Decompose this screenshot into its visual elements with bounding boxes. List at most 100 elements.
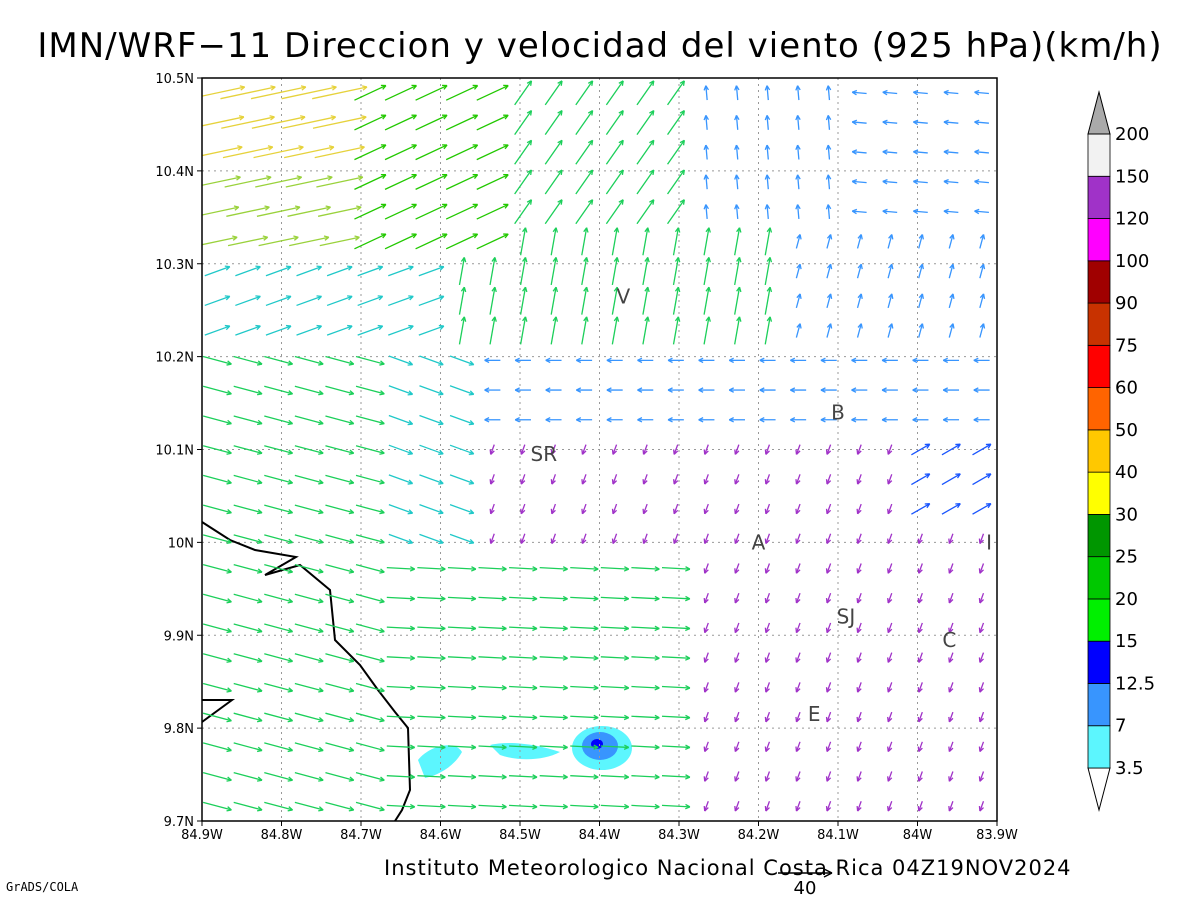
wind-vector [544, 199, 563, 225]
wind-vector [887, 444, 893, 455]
wind-vector [514, 169, 533, 195]
wind-vector [661, 655, 691, 661]
wind-vector [545, 387, 562, 393]
wind-vector [790, 357, 807, 364]
wind-vector [636, 169, 655, 195]
wind-vector [221, 115, 275, 129]
wind-vector [764, 174, 771, 190]
wind-vector [887, 622, 893, 634]
wind-vector [917, 801, 923, 812]
wind-vector [281, 85, 337, 100]
wind-vector [948, 533, 954, 545]
shade-strong [591, 739, 603, 749]
wind-vector [539, 744, 568, 750]
colorbar-box [1087, 218, 1111, 262]
wind-vector [419, 504, 444, 515]
wind-vector [204, 265, 231, 277]
wind-vector [974, 89, 989, 96]
wind-vector [509, 774, 538, 780]
wind-vector [202, 474, 232, 485]
wind-vector [386, 744, 416, 750]
reference-vector: 40 [778, 868, 833, 899]
wind-vector [978, 533, 985, 545]
wind-vector [882, 119, 898, 126]
wind-vector [325, 504, 355, 515]
place-label: A [752, 530, 766, 554]
wind-vector [388, 444, 414, 455]
wind-vector [667, 80, 685, 106]
wind-vector [637, 417, 654, 423]
wind-vector [312, 85, 368, 100]
wind-vector [734, 563, 740, 574]
wind-vector [204, 324, 231, 336]
wind-vector [388, 324, 414, 336]
wind-vector [514, 387, 531, 393]
wind-vector [415, 84, 448, 101]
wind-vector [294, 504, 324, 515]
wind-vector [294, 415, 324, 426]
wind-vector [881, 357, 898, 364]
wind-vector [294, 623, 324, 634]
wind-vector [417, 803, 446, 810]
wind-vector [294, 385, 324, 396]
wind-vector [948, 741, 954, 753]
wind-vector [202, 355, 232, 366]
colorbar: 3.5 7 12.5 15 20 25 30 40 50 60 75 90 100 120 150 200 [1087, 90, 1155, 812]
wind-vector [449, 474, 475, 485]
wind-vector [703, 622, 709, 634]
colorbar-box [1087, 387, 1111, 431]
wind-vector [764, 144, 771, 160]
wind-vector [476, 114, 509, 131]
wind-vector [734, 711, 740, 723]
wind-vector [734, 115, 740, 130]
wind-vector [476, 144, 509, 161]
y-tick-label: 10.3N [155, 258, 194, 273]
wind-vector [317, 205, 362, 217]
wind-vector [264, 534, 294, 545]
wind-vector [447, 774, 477, 780]
wind-vector [795, 444, 801, 455]
wind-vector [600, 774, 630, 780]
wind-vector [386, 803, 416, 810]
wind-vector [734, 204, 740, 219]
wind-vector [445, 173, 479, 190]
wind-vector [941, 443, 961, 456]
wind-vector [202, 801, 232, 812]
wind-vector [974, 119, 989, 126]
wind-vector [419, 385, 444, 396]
wind-vector [357, 324, 384, 336]
wind-vector [943, 119, 959, 126]
wind-vector [734, 771, 740, 782]
wind-vector [826, 323, 833, 338]
wind-vector [881, 417, 898, 423]
wind-vector [611, 533, 618, 545]
wind-vector [856, 503, 862, 515]
wind-vector [728, 387, 745, 393]
wind-vector [948, 652, 954, 663]
reference-vector-label: 40 [794, 878, 817, 899]
wind-vector [570, 625, 599, 632]
wind-vector [264, 742, 294, 753]
wind-vector [355, 504, 385, 515]
wind-vector [887, 801, 893, 812]
wind-vector [458, 286, 467, 315]
x-tick-label: 84.4W [579, 828, 621, 843]
wind-vector [355, 563, 385, 574]
wind-vector [445, 114, 479, 131]
shade-light [418, 745, 462, 778]
wind-vector [576, 417, 593, 423]
wind-vector [576, 357, 593, 364]
wind-vector [856, 741, 862, 753]
wind-vector [264, 445, 294, 455]
wind-vector [764, 741, 771, 753]
x-tick-label: 84.8W [261, 828, 303, 843]
wind-vector [825, 652, 832, 663]
wind-vector [233, 623, 263, 634]
wind-vector [575, 80, 594, 106]
wind-vector [514, 139, 533, 165]
wind-vector [887, 592, 893, 604]
wind-vector [325, 534, 355, 545]
wind-vector [825, 771, 832, 782]
wind-vector [703, 204, 710, 219]
wind-vector [703, 444, 709, 455]
